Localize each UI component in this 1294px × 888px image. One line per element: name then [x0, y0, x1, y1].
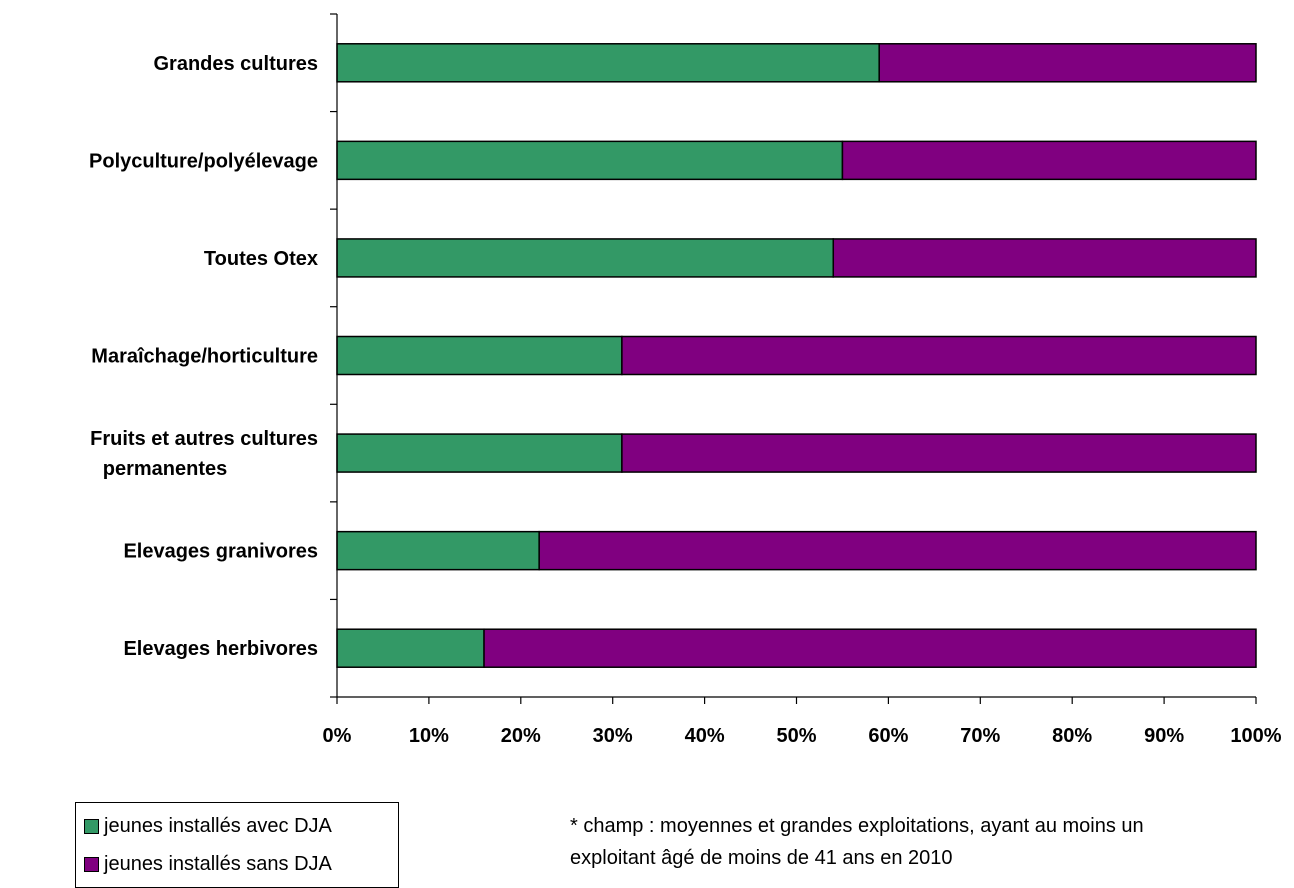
- bar-sans-dja-4: [621, 433, 1257, 473]
- bar-sans-dja-3: [621, 335, 1257, 376]
- category-label-2: Toutes Otex: [204, 248, 318, 270]
- bar-avec-dja-1: [336, 140, 844, 181]
- bar-avec-dja-6: [336, 628, 485, 668]
- category-label-3: Maraîchage/horticulture: [91, 346, 318, 368]
- bar-avec-dja-4: [336, 433, 623, 473]
- bar-avec-dja-0: [336, 43, 880, 83]
- bar-sans-dja-5: [538, 530, 1257, 571]
- category-label-0: Grandes cultures: [153, 53, 318, 75]
- x-tick-label-5: 50%: [776, 725, 816, 747]
- bar-avec-dja-3: [336, 335, 623, 376]
- legend-swatch-avec-dja: [84, 819, 99, 834]
- footnote-line-2: exploitant âgé de moins de 41 ans en 201…: [570, 847, 953, 869]
- legend-swatch-sans-dja: [84, 857, 99, 872]
- category-label-4-line-1: permanentes: [103, 458, 228, 480]
- x-tick-label-8: 80%: [1052, 725, 1092, 747]
- legend-label-avec-dja: jeunes installés avec DJA: [104, 815, 332, 837]
- bar-sans-dja-1: [841, 140, 1257, 181]
- legend: jeunes installés avec DJA jeunes install…: [75, 802, 399, 888]
- bar-sans-dja-2: [832, 238, 1257, 278]
- bar-avec-dja-2: [336, 238, 835, 278]
- bar-avec-dja-5: [336, 530, 540, 571]
- x-tick-label-2: 20%: [501, 725, 541, 747]
- category-label-5: Elevages granivores: [123, 541, 318, 563]
- category-label-4-line-0: Fruits et autres cultures: [90, 428, 318, 450]
- footnote: * champ : moyennes et grandes exploitati…: [570, 810, 1270, 874]
- legend-item-sans-dja: jeunes installés sans DJA: [84, 853, 332, 876]
- x-tick-label-6: 60%: [868, 725, 908, 747]
- x-tick-label-9: 90%: [1144, 725, 1184, 747]
- stacked-bar-chart: Grandes cultures Polyculture/polyélevage T…: [89, 13, 1282, 747]
- bar-sans-dja-0: [878, 43, 1257, 83]
- x-tick-label-3: 30%: [593, 725, 633, 747]
- x-tick-label-10: 100%: [1230, 725, 1281, 747]
- x-tick-label-1: 10%: [409, 725, 449, 747]
- legend-label-sans-dja: jeunes installés sans DJA: [104, 853, 332, 875]
- x-tick-label-0: 0%: [323, 725, 352, 747]
- category-label-1: Polyculture/polyélevage: [89, 150, 318, 172]
- footnote-line-1: * champ : moyennes et grandes exploitati…: [570, 815, 1144, 837]
- x-tick-label-7: 70%: [960, 725, 1000, 747]
- legend-item-avec-dja: jeunes installés avec DJA: [84, 815, 332, 838]
- category-label-6: Elevages herbivores: [123, 638, 318, 660]
- x-tick-label-4: 40%: [685, 725, 725, 747]
- bar-sans-dja-6: [483, 628, 1257, 668]
